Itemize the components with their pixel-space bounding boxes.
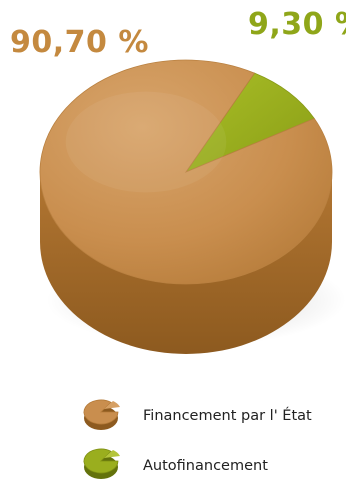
pie-icon-brown: [83, 399, 120, 430]
slice-label-financement-etat: 90,70 %: [10, 25, 149, 60]
legend-label-financement-etat: Financement par l' État: [143, 407, 312, 424]
pie-sides: [40, 172, 332, 354]
pie-icon-green: [83, 448, 120, 479]
slice-label-autofinancement: 9,30 %: [248, 7, 346, 42]
pie-slice-financement-etat: [39, 59, 333, 285]
pie-highlight: [65, 91, 227, 193]
legend: Financement par l' État Autofinancement: [83, 399, 312, 479]
pie-side-0: [40, 172, 332, 354]
legend-item-autofinancement: Autofinancement: [83, 448, 268, 479]
pie-slice-autofinancement: [184, 72, 315, 173]
pie-top: [39, 59, 333, 285]
legend-label-autofinancement: Autofinancement: [143, 458, 268, 474]
legend-item-financement-etat: Financement par l' État: [83, 399, 312, 430]
